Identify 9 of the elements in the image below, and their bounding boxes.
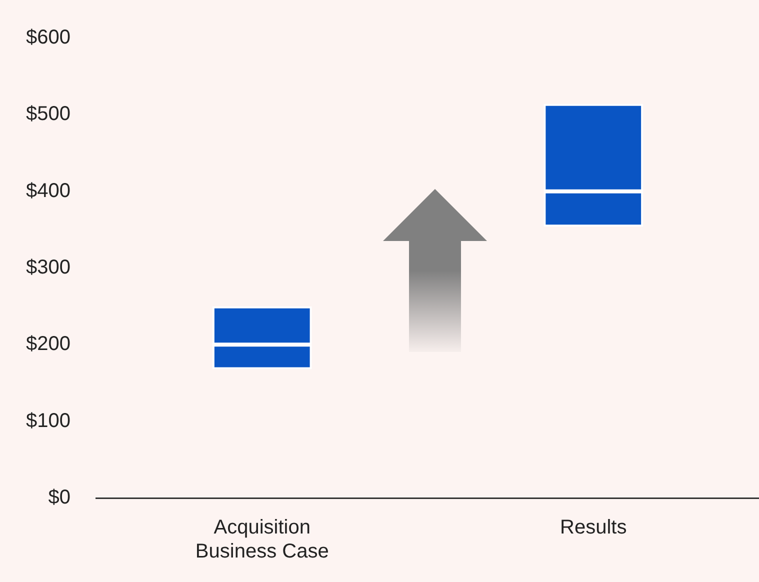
x-tick-label: Results [560,516,627,539]
y-tick-label: $300 [26,256,70,279]
y-tick-label: $400 [26,180,70,202]
y-tick-label: $0 [48,486,70,509]
y-tick-label: $500 [26,103,70,126]
y-tick-label: $200 [26,333,70,356]
y-tick-label: $600 [26,26,70,49]
x-tick-label: Acquisition Business Case [195,516,329,563]
y-tick-label: $100 [26,410,70,432]
